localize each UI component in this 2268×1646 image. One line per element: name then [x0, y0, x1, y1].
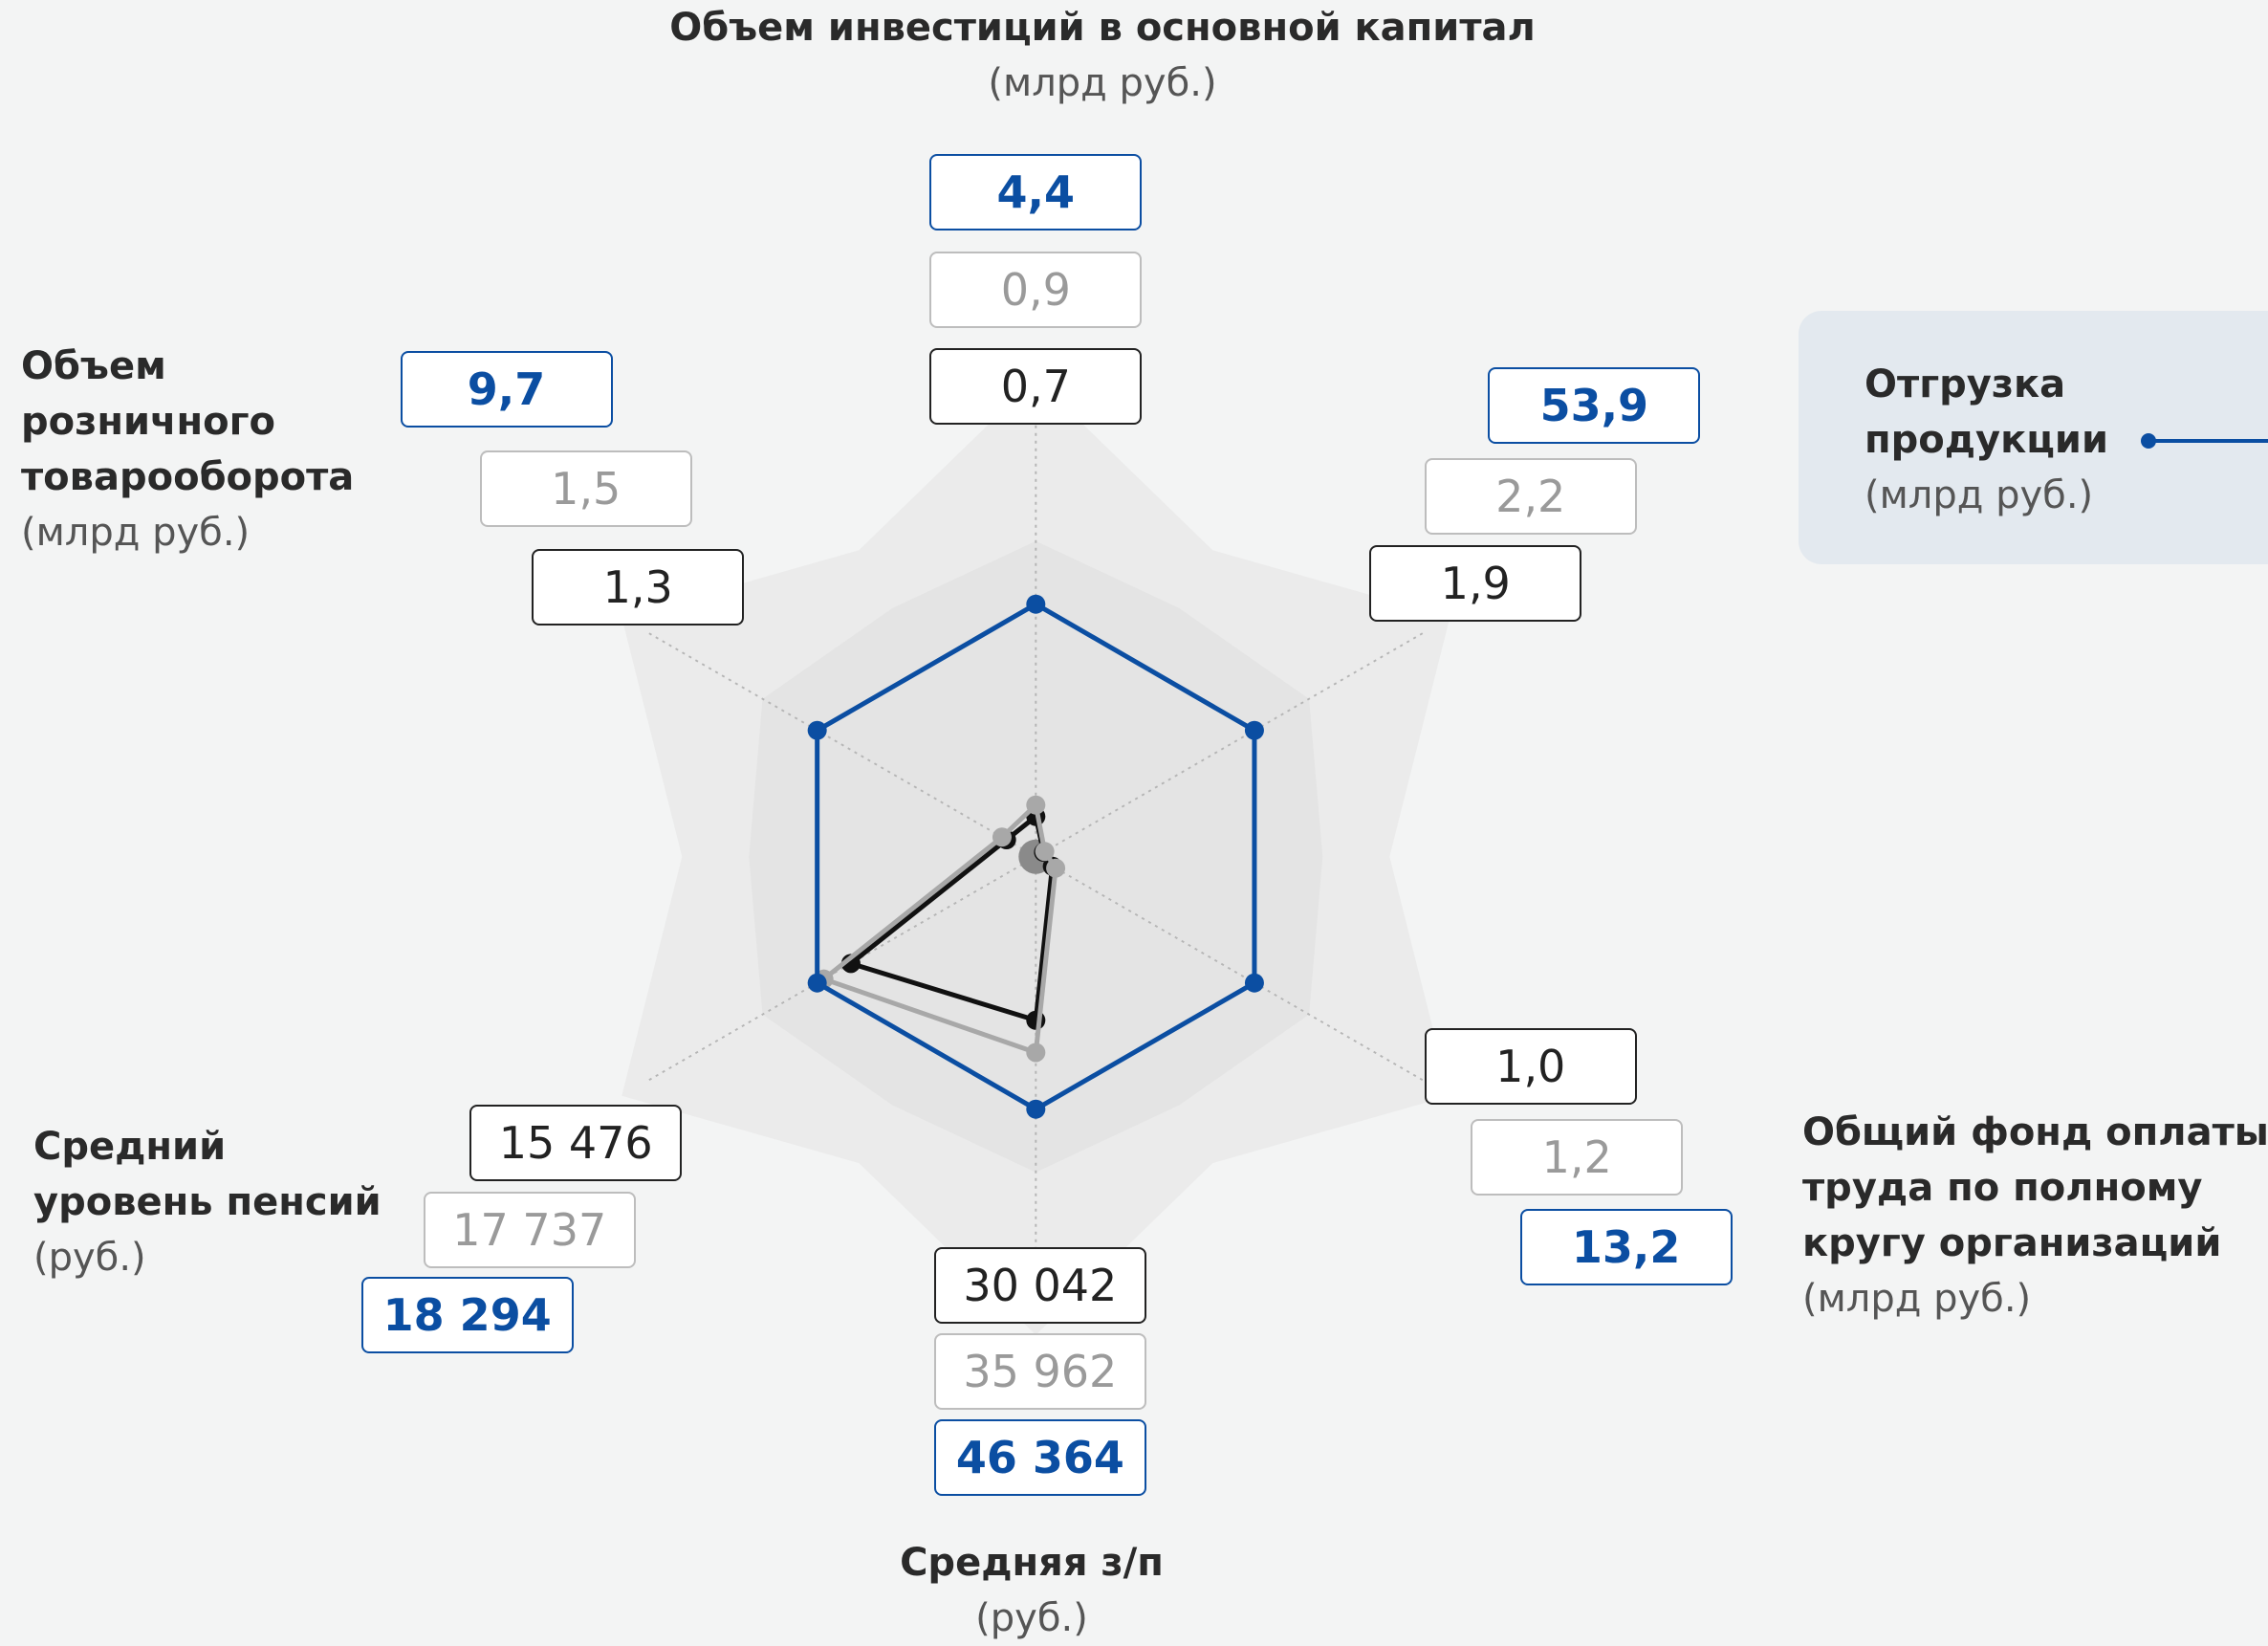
value-label: 30 042 — [933, 1246, 1146, 1324]
axis-unit: (млрд руб.) — [988, 61, 1217, 105]
axis-name: Объем розничного товарооборота — [21, 344, 355, 499]
value-label: 35 962 — [933, 1333, 1146, 1411]
value-label: 2,2 — [1424, 457, 1637, 535]
axis-name: Средняя з/п — [900, 1541, 1164, 1585]
axis-name: Объем инвестиций в основной капитал — [669, 6, 1536, 50]
series-point — [1244, 720, 1264, 740]
series-point — [807, 973, 827, 993]
value-label: 46 364 — [933, 1418, 1146, 1496]
axis-name: Общий фонд оплаты труда по полному кругу… — [1802, 1110, 2268, 1265]
value-label: 1,3 — [532, 549, 745, 626]
series-point — [1026, 795, 1046, 815]
value-label: 18 294 — [360, 1277, 574, 1354]
value-label: 0,9 — [929, 251, 1143, 328]
value-label: 4,4 — [929, 154, 1143, 231]
series-point — [1026, 1010, 1046, 1030]
axis-unit: (руб.) — [975, 1596, 1088, 1640]
axis-name: Отгрузка продукции — [1865, 362, 2108, 462]
axis-label: Объем инвестиций в основной капитал (млрд… — [404, 0, 1800, 111]
value-label: 1,5 — [479, 450, 692, 528]
axis-label: Общий фонд оплаты труда по полному кругу… — [1802, 1105, 2268, 1327]
axis-unit: (млрд руб.) — [21, 511, 251, 555]
series-point — [807, 720, 827, 740]
legend-dot — [2141, 433, 2156, 449]
series-point — [1046, 858, 1066, 878]
axis-name: Средний уровень пенсий — [33, 1125, 382, 1224]
axis-label: Средняя з/п (руб.) — [840, 1535, 1223, 1646]
axis-line — [645, 630, 1036, 858]
value-label: 1,9 — [1369, 544, 1582, 622]
series-point — [1244, 973, 1264, 993]
series-point — [992, 827, 1012, 847]
series-point — [1035, 842, 1055, 862]
value-label: 1,2 — [1471, 1119, 1684, 1196]
axis-unit: (млрд руб.) — [1865, 473, 2094, 517]
axis-label: Объем розничного товарооборота (млрд руб.… — [21, 339, 375, 560]
series-point — [1026, 1099, 1046, 1119]
axis-label: Отгрузка продукции (млрд руб.) — [1865, 357, 2151, 523]
axis-line — [1035, 630, 1426, 858]
value-label: 1,0 — [1424, 1028, 1637, 1106]
value-label: 15 476 — [469, 1105, 683, 1182]
series-point — [1026, 1042, 1046, 1063]
axis-label: Средний уровень пенсий (руб.) — [33, 1119, 406, 1285]
value-label: 17 737 — [423, 1192, 636, 1269]
axis-unit: (млрд руб.) — [1802, 1277, 2032, 1321]
axis-unit: (руб.) — [33, 1236, 146, 1280]
legend-box — [1799, 311, 2268, 564]
value-label: 13,2 — [1519, 1209, 1733, 1286]
series-point — [1026, 594, 1046, 614]
value-label: 0,7 — [929, 347, 1143, 425]
value-label: 9,7 — [400, 350, 613, 428]
value-label: 53,9 — [1488, 366, 1701, 444]
